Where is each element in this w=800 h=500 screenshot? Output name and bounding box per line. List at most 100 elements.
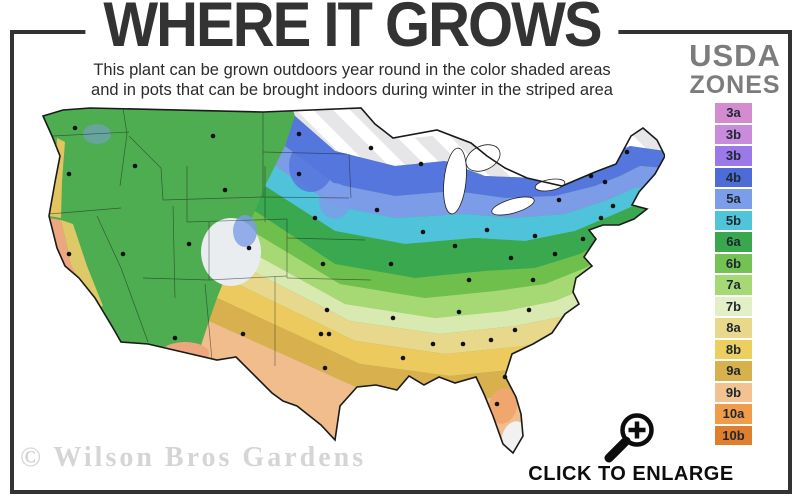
city-dot [368,145,374,151]
city-dot [390,315,396,321]
legend-zone-6a: 6a [715,232,752,252]
magnifier-icon[interactable] [595,410,663,468]
legend-title-zones: ZONES [689,71,781,99]
state-borders [48,108,372,366]
city-dot [456,309,462,315]
legend-zone-3b: 3b [715,124,752,144]
city-dot [246,245,252,251]
legend-zone-7a: 7a [715,275,752,295]
usda-zones-legend-title: USDA ZONES [680,38,790,99]
city-dot [602,179,608,185]
legend-zone-9b: 9b [715,382,752,402]
city-dot [210,133,216,139]
california-valley-yellow [61,220,103,308]
city-dot [296,171,302,177]
city-dot [610,203,616,209]
city-dot [326,331,332,337]
city-dot [552,251,558,257]
city-dot [466,277,472,283]
lake-erie [491,196,535,216]
zone-color-scale: 3a 3b 3b 4b 5a 5b 6a 6b 7a 7b 8a 8b 9a 9b 10a 10b [715,103,753,447]
legend-zone-10a: 10a [715,404,752,424]
city-dot [312,215,318,221]
legend-zone-3b: 3b [715,146,752,166]
legend-zone-8b: 8b [715,339,752,359]
lake-huron [465,144,501,172]
lake-michigan [443,147,467,215]
legend-zone-8a: 8a [715,318,752,338]
montana-blue-patch [289,140,333,192]
wyoming-blue-patch [319,183,351,219]
lake-superior [393,106,477,138]
city-dot [460,341,466,347]
zone-band-palegreen [233,244,665,334]
legend-zone-10b: 10b [715,425,752,445]
us-outline [41,107,666,455]
city-dot [418,161,424,167]
city-dot [120,251,126,257]
legend-zone-4b: 4b [715,167,752,187]
city-dot [66,171,72,177]
city-dot [484,227,490,233]
us-map-svg [41,106,666,455]
city-dot [374,207,380,213]
city-dot [324,307,330,313]
city-dot [72,125,78,131]
city-dot [508,255,514,261]
subtitle-line-2: and in pots that can be brought indoors … [91,81,613,99]
city-dot [400,355,406,361]
city-dot [532,233,538,239]
central-florida-salmon [488,388,518,424]
zone-band-midgreen [247,211,665,298]
city-dot [240,331,246,337]
city-dot [530,277,536,283]
legend-zone-7b: 7b [715,296,752,316]
city-dot [318,331,324,337]
city-dot [66,251,72,257]
legend-zone-3a: 3a [715,103,752,123]
oregon-coast-yellow [49,138,65,218]
city-dot [494,401,500,407]
city-dot [222,187,228,193]
usda-zone-map [35,106,666,468]
city-dot [430,341,436,347]
city-dot [388,261,394,267]
city-dot [172,335,178,341]
city-dot [322,365,328,371]
zone-band-cornflower [275,146,665,218]
city-dot [186,241,192,247]
city-dot [526,307,532,313]
colorado-blue-patch [233,215,257,247]
city-dot [320,261,326,267]
legend-title-usda: USDA [689,38,781,73]
city-dot [598,215,604,221]
legend-zone-6b: 6b [715,253,752,273]
click-to-enlarge-button[interactable]: CLICK TO ENLARGE [518,463,744,486]
city-dot [452,243,458,249]
city-dot [132,163,138,169]
city-dot [588,173,594,179]
page-title: WHERE IT GROWS [85,0,619,62]
california-coast-salmon [49,218,121,344]
city-dot [502,374,508,380]
city-dot [580,236,586,242]
city-dot [624,149,630,155]
map-fill-layers [43,108,665,453]
legend-zone-9a: 9a [715,361,752,381]
city-dot [488,337,494,343]
great-lakes [393,106,566,216]
subtitle: This plant can be grown outdoors year ro… [22,60,682,100]
zone-band-green [255,186,665,278]
legend-zone-5b: 5b [715,210,752,230]
subtitle-line-1: This plant can be grown outdoors year ro… [93,61,611,79]
zone-band-lightgreen [240,228,665,318]
city-dot [296,131,302,137]
city-dot [556,197,562,203]
legend-zone-5a: 5a [715,189,752,209]
watermark: © Wilson Bros Gardens [20,442,367,473]
city-dot [420,229,426,235]
zone-band-cyan [265,166,665,244]
city-dots [66,125,630,407]
city-dot [512,327,518,333]
